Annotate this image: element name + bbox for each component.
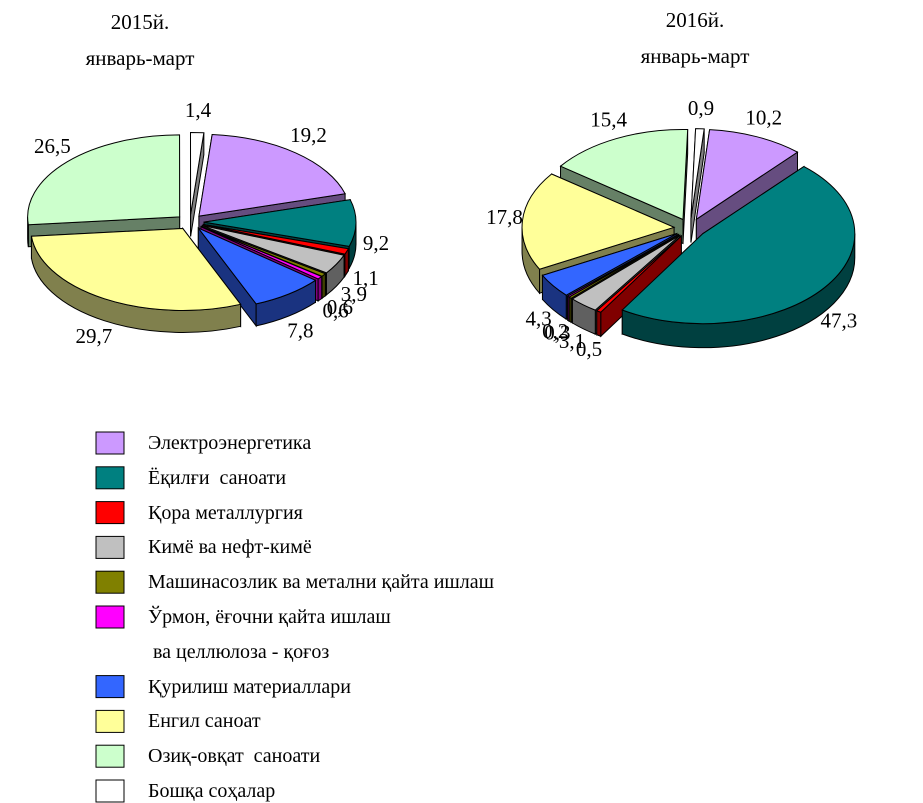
data-label: 0,3 [544, 321, 570, 345]
legend-label: Ёқилғи саноати [148, 466, 287, 489]
slice [595, 235, 682, 313]
legend-swatch [95, 466, 125, 490]
slice [189, 131, 205, 215]
data-label: 17,8 [486, 205, 523, 229]
legend-swatch [95, 501, 125, 525]
legend-swatch [95, 675, 125, 699]
legend-label: Қора металлургия [148, 501, 303, 524]
legend-label: Кимё ва нефт-кимё [148, 536, 312, 559]
data-label: 0,2 [542, 319, 568, 343]
data-label: 26,5 [34, 134, 71, 158]
legend-label: Машинасозлик ва метални қайта ишлаш [148, 571, 495, 594]
legend-swatch [95, 605, 125, 629]
slice [203, 199, 357, 247]
data-label: 1,1 [353, 266, 379, 290]
data-label: 0,6 [322, 298, 348, 322]
legend-swatch [95, 779, 125, 803]
slice [621, 165, 856, 325]
slice [541, 233, 678, 296]
legend-swatch [95, 570, 125, 594]
slice [690, 128, 705, 219]
slice [571, 234, 681, 311]
data-label: 3,1 [559, 329, 585, 353]
data-label: 7,8 [287, 318, 313, 342]
data-label: 29,7 [76, 324, 113, 348]
slice [30, 227, 242, 311]
slice [27, 134, 181, 226]
slice-side [317, 275, 323, 302]
legend-label: Қурилиш материаллари [148, 675, 351, 698]
data-label: 0,9 [688, 96, 714, 120]
slice [566, 234, 679, 298]
slice [559, 129, 689, 221]
slice [695, 129, 799, 221]
slice [197, 227, 317, 305]
data-label: 0,6 [327, 295, 353, 319]
data-label: 1,4 [185, 98, 212, 122]
legend-label: Ўрмон, ёғочни қайта ишлаш ва целлюлоза -… [148, 606, 391, 663]
legend-swatch [95, 744, 125, 768]
chart-title: 2016й. январь-март [640, 8, 750, 68]
slice [200, 226, 323, 280]
slice-side [568, 296, 572, 324]
slice-side [321, 272, 326, 300]
legend-label: Озиқ-овқат саноати [148, 745, 321, 768]
data-label: 0,5 [576, 337, 602, 361]
legend-swatch [95, 535, 125, 559]
legend-swatch [95, 431, 125, 455]
legend-swatch [95, 709, 125, 733]
data-label: 19,2 [290, 123, 327, 147]
chart-title: 2015й. январь-март [85, 10, 195, 70]
slice-side [596, 310, 602, 337]
data-label: 9,2 [363, 231, 389, 255]
data-label: 15,4 [590, 108, 627, 132]
slice [198, 133, 346, 217]
data-label: 47,3 [820, 309, 857, 333]
legend-label: Енгил саноат [148, 710, 261, 733]
data-label: 10,2 [745, 105, 782, 129]
legend-label: Электроэнергетика [148, 432, 312, 454]
legend-label: Бошқа соҳалар [148, 780, 276, 802]
slice [521, 173, 676, 270]
slice [202, 225, 345, 274]
data-label: 4,3 [525, 306, 551, 330]
slice [203, 223, 350, 255]
data-label: 3,9 [341, 282, 367, 306]
